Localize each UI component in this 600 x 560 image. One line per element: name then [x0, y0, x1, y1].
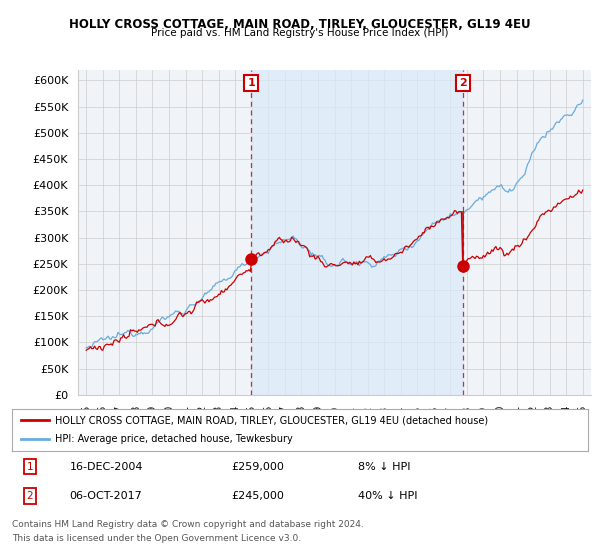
Text: Contains HM Land Registry data © Crown copyright and database right 2024.: Contains HM Land Registry data © Crown c… — [12, 520, 364, 529]
Text: 1: 1 — [26, 461, 33, 472]
Bar — [251, 70, 463, 395]
Text: £259,000: £259,000 — [231, 461, 284, 472]
Text: 06-OCT-2017: 06-OCT-2017 — [70, 491, 142, 501]
Text: 40% ↓ HPI: 40% ↓ HPI — [358, 491, 417, 501]
Text: 16-DEC-2004: 16-DEC-2004 — [70, 461, 143, 472]
Text: Price paid vs. HM Land Registry's House Price Index (HPI): Price paid vs. HM Land Registry's House … — [151, 28, 449, 38]
Text: This data is licensed under the Open Government Licence v3.0.: This data is licensed under the Open Gov… — [12, 534, 301, 543]
Text: HPI: Average price, detached house, Tewkesbury: HPI: Average price, detached house, Tewk… — [55, 435, 293, 445]
Text: 1: 1 — [247, 78, 255, 88]
Text: HOLLY CROSS COTTAGE, MAIN ROAD, TIRLEY, GLOUCESTER, GL19 4EU (detached house): HOLLY CROSS COTTAGE, MAIN ROAD, TIRLEY, … — [55, 415, 488, 425]
Text: 2: 2 — [26, 491, 33, 501]
Text: £245,000: £245,000 — [231, 491, 284, 501]
Text: HOLLY CROSS COTTAGE, MAIN ROAD, TIRLEY, GLOUCESTER, GL19 4EU: HOLLY CROSS COTTAGE, MAIN ROAD, TIRLEY, … — [69, 18, 531, 31]
Text: 8% ↓ HPI: 8% ↓ HPI — [358, 461, 410, 472]
Text: 2: 2 — [459, 78, 467, 88]
